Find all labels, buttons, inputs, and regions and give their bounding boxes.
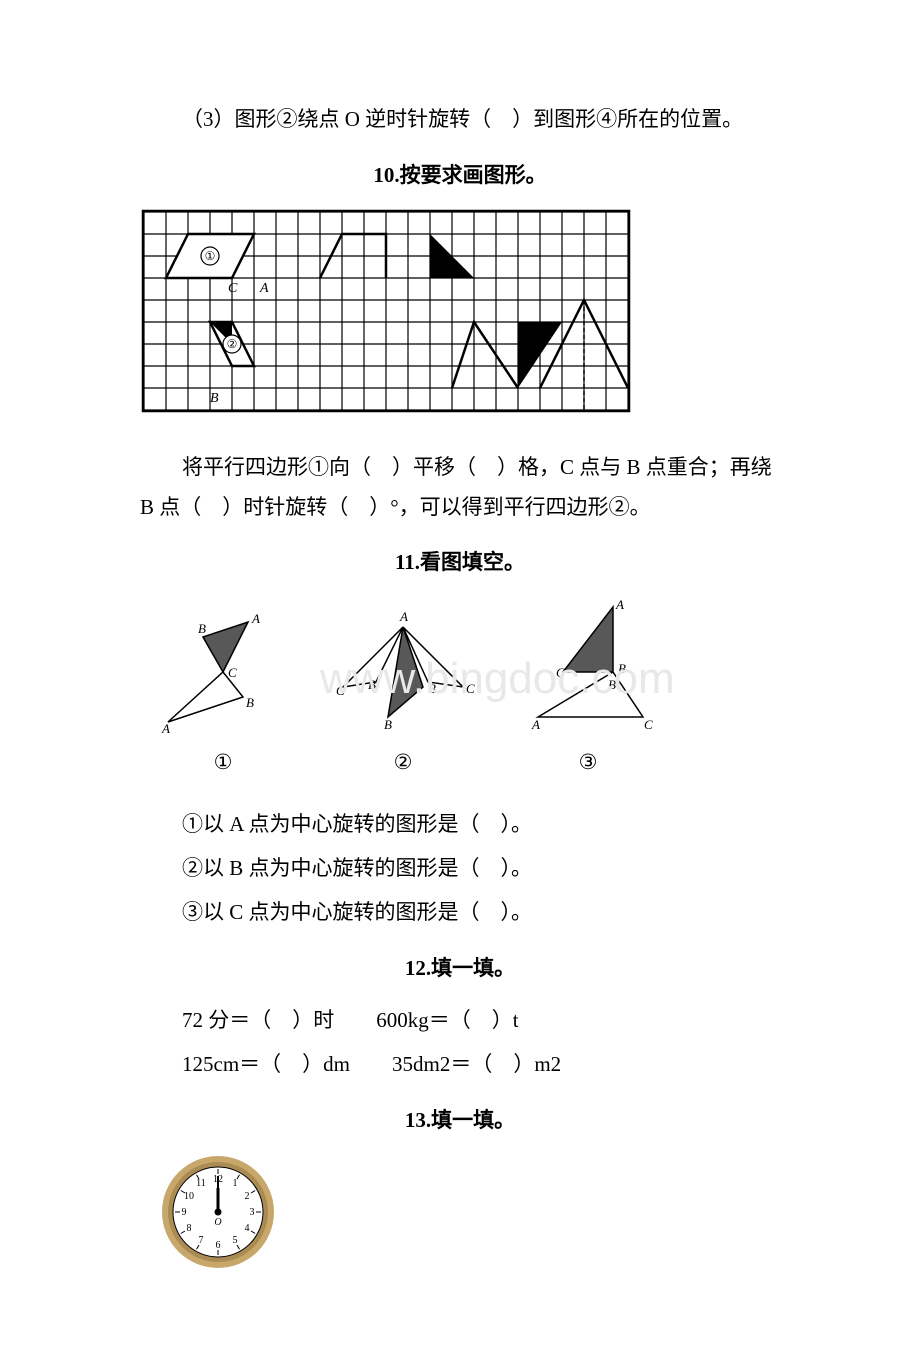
svg-text:O: O — [214, 1217, 221, 1228]
svg-text:A: A — [399, 609, 408, 624]
q11-fig-2: A C B B B C — [328, 607, 478, 737]
svg-text:A: A — [161, 721, 170, 736]
q12-heading: 12.填一填。 — [140, 949, 780, 989]
svg-text:C: C — [466, 681, 475, 696]
svg-text:C: C — [644, 717, 653, 732]
svg-text:C: C — [556, 665, 565, 680]
q11-item-2: ②以 B 点为中心旋转的图形是（ ）。 — [140, 849, 780, 889]
svg-text:9: 9 — [182, 1207, 187, 1218]
svg-text:11: 11 — [196, 1178, 206, 1189]
q11-num-2: ② — [394, 743, 413, 783]
svg-text:7: 7 — [199, 1235, 204, 1246]
q10-text: 将平行四边形①向（ ）平移（ ）格，C 点与 B 点重合；再绕 B 点（ ）时针… — [140, 448, 780, 528]
svg-text:10: 10 — [184, 1191, 194, 1202]
q11-fig-1: B A C A B — [158, 607, 288, 737]
q11-fig-3: A B C A B C — [518, 597, 658, 737]
q11-figures: B A C A B ① A C B — [158, 597, 780, 783]
q13-heading: 13.填一填。 — [140, 1101, 780, 1141]
svg-text:B: B — [384, 717, 392, 732]
svg-text:A: A — [531, 717, 540, 732]
q11-item-3: ③以 C 点为中心旋转的图形是（ ）。 — [140, 893, 780, 933]
q10-grid-figure: ① C A ② B — [140, 208, 780, 434]
q11-num-3: ③ — [579, 743, 598, 783]
svg-text:3: 3 — [250, 1207, 255, 1218]
svg-text:1: 1 — [233, 1178, 238, 1189]
q10-label-A: A — [259, 281, 269, 296]
q13-clock-figure: 12 1 2 3 4 5 6 7 8 9 10 11 O — [158, 1152, 780, 1286]
svg-text:B: B — [198, 621, 206, 636]
svg-text:B: B — [608, 677, 616, 692]
q10-heading: 10.按要求画图形。 — [140, 156, 780, 196]
svg-text:B: B — [428, 681, 436, 696]
q10-label-B: B — [210, 391, 219, 406]
q11-heading: 11.看图填空。 — [140, 543, 780, 583]
svg-text:4: 4 — [245, 1223, 250, 1234]
svg-text:A: A — [615, 597, 624, 612]
q12-line2: 125cm＝（ ）dm 35dm2＝（ ）m2 — [140, 1045, 780, 1085]
svg-text:C: C — [228, 665, 237, 680]
q12-line1: 72 分＝（ ）时 600kg＝（ ）t — [140, 1001, 780, 1041]
svg-text:B: B — [618, 661, 626, 676]
q10-label-2: ② — [227, 337, 238, 351]
svg-text:6: 6 — [216, 1240, 221, 1251]
svg-text:C: C — [336, 683, 345, 698]
svg-text:B: B — [246, 695, 254, 710]
svg-text:5: 5 — [233, 1235, 238, 1246]
svg-text:B: B — [368, 677, 376, 692]
svg-text:2: 2 — [245, 1191, 250, 1202]
q10-label-C: C — [228, 281, 238, 296]
q10-label-1: ① — [205, 249, 216, 263]
q11-item-1: ①以 A 点为中心旋转的图形是（ ）。 — [140, 805, 780, 845]
svg-text:8: 8 — [187, 1223, 192, 1234]
q9-sub3-text: （3）图形②绕点 O 逆时针旋转（ ）到图形④所在的位置。 — [140, 100, 780, 140]
q11-num-1: ① — [214, 743, 233, 783]
svg-text:A: A — [251, 611, 260, 626]
